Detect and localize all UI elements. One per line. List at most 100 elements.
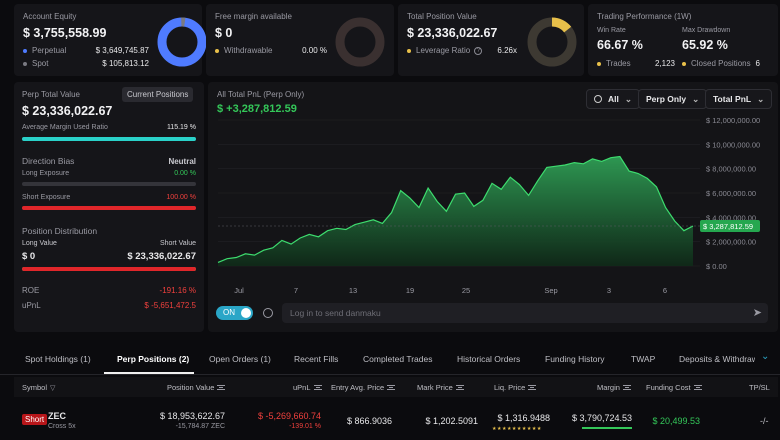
short-value-label: Short Value bbox=[159, 240, 196, 247]
tab-perp-positions[interactable]: Perp Positions (2) bbox=[117, 354, 190, 364]
tab-spot-holdings[interactable]: Spot Holdings (1) bbox=[25, 354, 91, 364]
withdrawable-label: Withdrawable bbox=[224, 46, 273, 55]
x-tick-label: 6 bbox=[663, 286, 667, 295]
account-equity-card: Account Equity $ 3,755,558.99 Perpetual … bbox=[14, 4, 207, 76]
header-liq-price[interactable]: Liq. Price bbox=[494, 383, 537, 392]
help-icon[interactable]: ? bbox=[474, 46, 483, 55]
sort-icon[interactable] bbox=[693, 385, 702, 390]
tab-completed-trades[interactable]: Completed Trades bbox=[363, 354, 433, 364]
toggle-knob bbox=[241, 308, 251, 318]
mark-price: $ 1,202.5091 bbox=[425, 416, 478, 426]
tab-twap[interactable]: TWAP bbox=[631, 354, 656, 364]
header-position-value-label: Position Value bbox=[167, 383, 215, 392]
header-funding-cost-label: Funding Cost bbox=[646, 383, 691, 392]
sort-icon[interactable] bbox=[217, 385, 226, 390]
tab-historical-orders[interactable]: Historical Orders bbox=[457, 354, 521, 364]
liq-price: $ 1,316.9488 bbox=[497, 413, 550, 423]
header-mark-price-label: Mark Price bbox=[417, 383, 453, 392]
margin-cell: $ 3,790,724.53 bbox=[571, 413, 632, 423]
margin-bar bbox=[582, 427, 632, 429]
x-tick-label: 25 bbox=[462, 286, 470, 295]
header-mark-price[interactable]: Mark Price bbox=[417, 383, 464, 392]
distribution-values-row: $ 0 $ 23,336,022.67 bbox=[22, 251, 196, 262]
spot-row: Spot $ 105,813.12 bbox=[23, 59, 149, 68]
tab-recent-fills[interactable]: Recent Fills bbox=[294, 354, 339, 364]
trades-row: Trades 2,123 bbox=[597, 59, 675, 68]
free-margin-value: $ 0 bbox=[215, 26, 233, 40]
direction-bias-row: Direction Bias Neutral bbox=[22, 156, 196, 166]
distribution-short-fill bbox=[22, 267, 196, 271]
clock-icon bbox=[594, 95, 602, 103]
long-exposure-bar bbox=[22, 182, 196, 186]
more-tabs-chevron-icon[interactable]: ⌄ bbox=[761, 351, 770, 362]
short-exposure-fill bbox=[22, 206, 196, 210]
tab-deposits-withdraw[interactable]: Deposits & Withdraw bbox=[679, 354, 755, 364]
current-value-badge bbox=[700, 219, 760, 232]
y-tick-label: $ 0.00 bbox=[706, 262, 727, 271]
metric-dropdown[interactable]: Total PnL ⌄ bbox=[705, 89, 773, 109]
perp-total-title: Perp Total Value bbox=[22, 90, 80, 99]
filter-icon[interactable]: ▽ bbox=[50, 384, 56, 392]
spot-dot bbox=[23, 61, 27, 66]
header-tpsl-label: TP/SL bbox=[749, 383, 770, 392]
margin-ratio-bar bbox=[22, 137, 196, 141]
range-dropdown[interactable]: All ⌄ bbox=[586, 89, 640, 109]
header-position-value[interactable]: Position Value bbox=[167, 383, 226, 392]
leverage-row: Leverage Ratio? 6.26x bbox=[407, 46, 517, 55]
header-symbol[interactable]: Symbol ▽ bbox=[22, 383, 55, 392]
drawdown-label: Max Drawdown bbox=[682, 27, 731, 34]
header-margin[interactable]: Margin bbox=[597, 383, 631, 392]
total-position-title: Total Position Value bbox=[407, 12, 477, 21]
pnl-area bbox=[218, 156, 693, 266]
sort-icon[interactable] bbox=[313, 385, 322, 390]
account-equity-title: Account Equity bbox=[23, 12, 77, 21]
distribution-labels-row: Long Value Short Value bbox=[22, 240, 196, 247]
direction-bias-value: Neutral bbox=[168, 156, 196, 166]
current-positions-button[interactable]: Current Positions bbox=[122, 87, 194, 102]
sort-icon[interactable] bbox=[387, 385, 396, 390]
header-upnl[interactable]: uPnL bbox=[293, 383, 322, 392]
y-tick-label: $ 2,000,000.00 bbox=[706, 238, 756, 247]
chevron-down-icon: ⌄ bbox=[624, 93, 632, 104]
toggle-label: ON bbox=[223, 308, 235, 317]
y-tick-label: $ 10,000,000.00 bbox=[706, 140, 760, 149]
tab-open-orders[interactable]: Open Orders (1) bbox=[209, 354, 271, 364]
x-tick-label: Sep bbox=[544, 286, 557, 295]
tpsl-cell[interactable]: -/- bbox=[760, 416, 769, 426]
sort-icon[interactable] bbox=[622, 385, 631, 390]
spot-value: $ 105,813.12 bbox=[102, 59, 149, 68]
withdrawable-value: 0.00 % bbox=[302, 46, 327, 55]
x-tick-label: 7 bbox=[294, 286, 298, 295]
roe-row: ROE -191.16 % bbox=[22, 286, 196, 295]
upnl-row: uPnL $ -5,651,472.5 bbox=[22, 301, 196, 310]
upnl-value: $ -5,651,472.5 bbox=[144, 301, 196, 310]
upnl-percent: -139.01 % bbox=[289, 423, 321, 430]
side-badge: Short bbox=[22, 414, 48, 425]
leverage-label: Leverage Ratio bbox=[416, 46, 471, 55]
sort-icon[interactable] bbox=[528, 385, 537, 390]
short-exposure-bar bbox=[22, 206, 196, 210]
header-entry-price-label: Entry Avg. Price bbox=[331, 383, 385, 392]
short-exposure-value: 100.00 % bbox=[166, 194, 196, 201]
settings-icon[interactable] bbox=[263, 308, 273, 318]
position-size: -15,784.87 ZEC bbox=[175, 423, 225, 430]
tab-funding-history[interactable]: Funding History bbox=[545, 354, 605, 364]
entry-price: $ 866.9036 bbox=[346, 416, 392, 426]
header-funding-cost[interactable]: Funding Cost bbox=[646, 383, 702, 392]
performance-title: Trading Performance (1W) bbox=[597, 12, 692, 21]
roe-value: -191.16 % bbox=[159, 286, 196, 295]
sort-icon[interactable] bbox=[455, 385, 464, 390]
perpetual-dot bbox=[23, 48, 27, 53]
header-liq-price-label: Liq. Price bbox=[494, 383, 526, 392]
y-tick-label: $ 4,000,000.00 bbox=[706, 213, 756, 222]
table-row[interactable]: Short ZEC Cross 5x $ 18,953,622.67 -15,7… bbox=[14, 400, 778, 440]
toggle-switch[interactable]: ON bbox=[216, 306, 253, 320]
header-margin-label: Margin bbox=[597, 383, 620, 392]
closed-positions-row: Closed Positions 6 bbox=[682, 59, 760, 68]
header-entry-price[interactable]: Entry Avg. Price bbox=[331, 383, 396, 392]
chevron-down-icon: ⌄ bbox=[757, 93, 765, 104]
current-value-label: $ 3,287,812.59 bbox=[703, 222, 753, 231]
danmaku-input[interactable]: Log in to send danmaku ➤ bbox=[282, 303, 768, 323]
send-icon[interactable]: ➤ bbox=[752, 307, 762, 319]
